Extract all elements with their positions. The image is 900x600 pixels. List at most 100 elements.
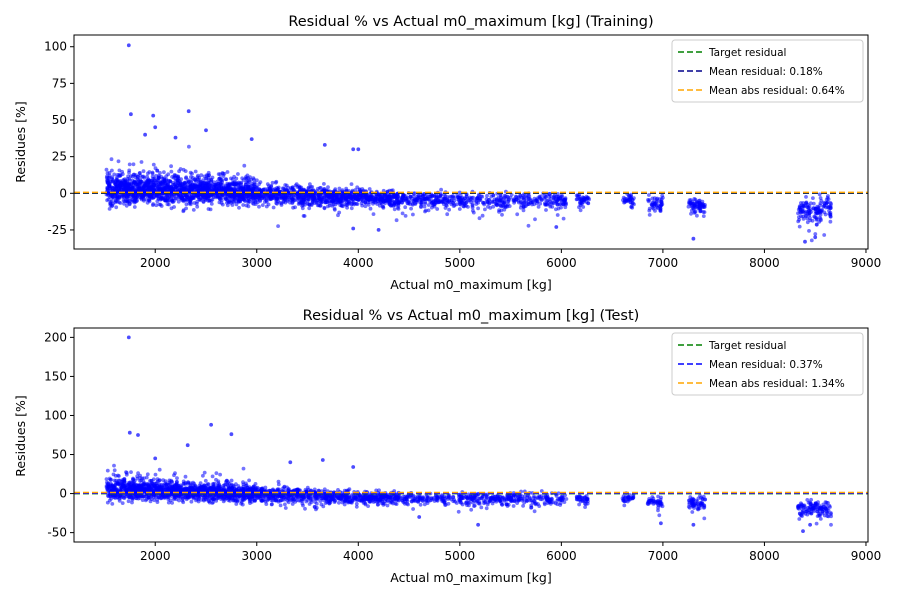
- data-point: [115, 195, 120, 200]
- data-point: [155, 168, 160, 173]
- data-point: [561, 216, 566, 221]
- data-point: [471, 198, 476, 203]
- data-point: [177, 498, 181, 503]
- data-point: [555, 213, 560, 217]
- data-point: [815, 211, 820, 216]
- data-point: [175, 175, 180, 180]
- data-point: [280, 186, 285, 191]
- data-point: [121, 198, 126, 203]
- outlier-point: [351, 147, 356, 152]
- data-point: [451, 204, 456, 209]
- data-point: [181, 479, 186, 484]
- data-point: [457, 207, 462, 211]
- data-point: [415, 198, 420, 203]
- data-point: [626, 194, 631, 198]
- data-point: [258, 180, 263, 185]
- data-point: [158, 171, 162, 175]
- data-point: [646, 199, 651, 204]
- data-point: [160, 182, 165, 187]
- data-point: [659, 203, 663, 208]
- data-point: [255, 178, 259, 183]
- y-tick-label: 100: [44, 40, 67, 54]
- data-point: [122, 182, 127, 187]
- data-point: [307, 206, 312, 211]
- data-point: [456, 197, 461, 202]
- data-point: [220, 488, 225, 492]
- data-point: [126, 499, 131, 504]
- data-point: [224, 177, 229, 182]
- data-point: [521, 208, 526, 213]
- data-point: [347, 193, 352, 198]
- data-point: [547, 191, 552, 196]
- data-point: [659, 199, 664, 204]
- data-point: [337, 186, 342, 191]
- data-point: [205, 173, 209, 177]
- data-point: [306, 188, 310, 193]
- data-point: [395, 196, 400, 201]
- data-point: [804, 201, 809, 206]
- data-point: [136, 471, 140, 475]
- data-point: [178, 167, 183, 171]
- data-point: [218, 472, 223, 477]
- data-point: [180, 487, 185, 492]
- data-point: [299, 196, 304, 201]
- data-point: [120, 501, 125, 505]
- data-point: [471, 208, 475, 213]
- data-point: [563, 196, 568, 201]
- data-point: [393, 201, 397, 206]
- data-point: [463, 201, 467, 206]
- data-point: [558, 202, 563, 206]
- data-point: [419, 205, 423, 210]
- data-point: [697, 206, 702, 211]
- data-point: [828, 204, 833, 208]
- data-point: [173, 184, 178, 189]
- y-tick-label: 200: [44, 330, 67, 344]
- data-point: [495, 198, 500, 203]
- data-point: [193, 169, 198, 174]
- data-point: [227, 481, 232, 486]
- data-point: [130, 500, 134, 505]
- data-point: [363, 200, 368, 205]
- data-point: [252, 180, 257, 185]
- data-point: [689, 211, 693, 216]
- data-point: [494, 202, 499, 207]
- data-point: [247, 185, 252, 190]
- data-point: [127, 484, 132, 489]
- data-point: [554, 207, 558, 212]
- data-point: [142, 494, 146, 499]
- data-point: [271, 205, 276, 210]
- data-point: [168, 485, 172, 490]
- data-point: [316, 193, 321, 198]
- data-point: [169, 169, 174, 174]
- outlier-point: [153, 125, 158, 130]
- data-point: [154, 193, 159, 198]
- data-point: [183, 495, 188, 500]
- data-point: [170, 501, 174, 505]
- data-point: [632, 196, 636, 201]
- data-point: [422, 204, 427, 209]
- data-point: [154, 203, 159, 208]
- data-point: [183, 474, 188, 479]
- data-point: [396, 205, 400, 210]
- data-point: [109, 477, 113, 482]
- data-point: [466, 198, 471, 203]
- data-point: [172, 173, 177, 177]
- data-point: [688, 202, 693, 206]
- outlier-point: [143, 132, 147, 137]
- data-point: [210, 501, 215, 505]
- data-point: [180, 195, 185, 200]
- data-point: [243, 182, 248, 187]
- data-point: [132, 172, 136, 177]
- data-point: [162, 178, 167, 183]
- data-point: [119, 185, 124, 190]
- data-point: [107, 170, 112, 175]
- data-point: [817, 192, 822, 197]
- x-tick-label: 3000: [241, 256, 272, 270]
- data-point: [236, 195, 241, 200]
- data-point: [255, 200, 260, 205]
- data-point: [299, 185, 304, 190]
- data-point: [536, 205, 541, 209]
- data-point: [207, 198, 212, 203]
- data-point: [403, 205, 408, 210]
- data-point: [308, 182, 312, 187]
